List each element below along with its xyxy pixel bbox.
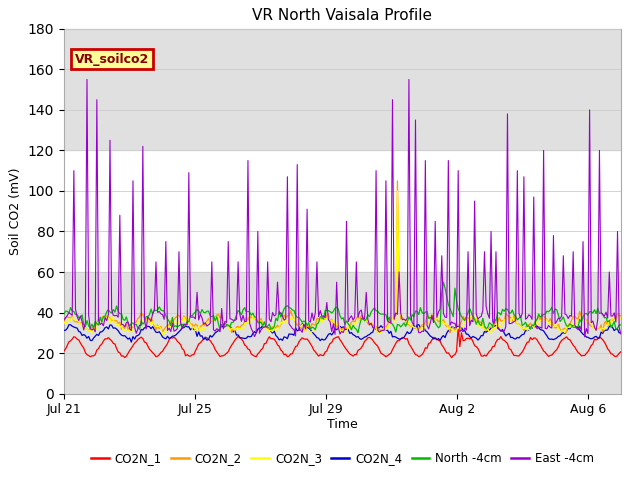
Text: VR_soilco2: VR_soilco2 [75, 52, 149, 65]
Bar [64, 29, 621, 150]
Y-axis label: Soil CO2 (mV): Soil CO2 (mV) [9, 168, 22, 255]
Bar [64, 272, 621, 394]
X-axis label: Time: Time [327, 418, 358, 431]
Title: VR North Vaisala Profile: VR North Vaisala Profile [252, 9, 433, 24]
Legend: CO2N_1, CO2N_2, CO2N_3, CO2N_4, North -4cm, East -4cm: CO2N_1, CO2N_2, CO2N_3, CO2N_4, North -4… [86, 447, 598, 469]
